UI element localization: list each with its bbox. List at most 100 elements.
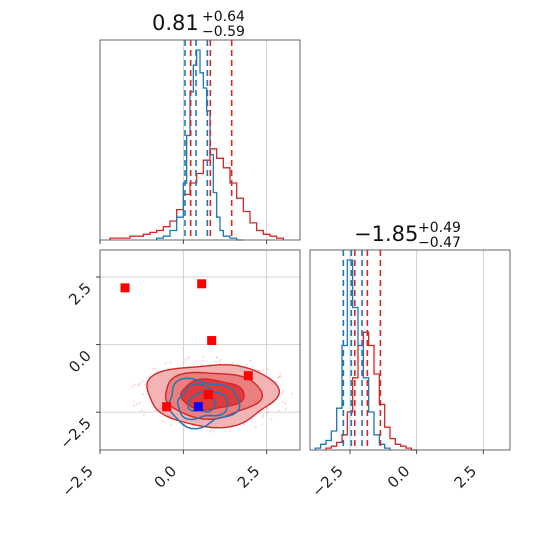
sample-point (157, 370, 159, 373)
sample-point (282, 390, 285, 392)
sample-point (254, 426, 257, 429)
sample-point (220, 358, 222, 361)
sample-point (278, 409, 281, 412)
red-square-marker (203, 390, 213, 400)
frame-param1 (99, 39, 301, 241)
title-param1-upper: +0.64 (202, 9, 245, 25)
sample-point (215, 360, 217, 363)
sample-point (182, 361, 185, 364)
sample-point (231, 362, 234, 364)
panel-param2-marginal: −1.85 +0.49 −0.47 −2.5 0.0 2.5 (308, 220, 511, 501)
sample-point (131, 385, 134, 388)
sample-point (281, 401, 284, 403)
sample-point (137, 384, 140, 387)
panel-param1-marginal: 0.81 +0.64 −0.59 (99, 9, 301, 244)
sample-point (133, 404, 135, 407)
sample-point (266, 368, 269, 371)
title-param2-upper: +0.49 (418, 220, 461, 236)
sample-point (242, 423, 245, 426)
sample-point (259, 369, 261, 372)
sample-point (262, 413, 265, 416)
sample-point (270, 418, 273, 421)
sample-point (133, 400, 135, 403)
sample-point (140, 409, 143, 412)
sample-point (202, 355, 205, 358)
panel-joint: −2.5 0.0 2.5 −2.5 0.0 2.5 (56, 249, 301, 501)
grid-param2 (349, 250, 484, 450)
sample-point (251, 365, 254, 368)
sample-point (215, 355, 218, 358)
sample-point (142, 413, 145, 416)
sample-point (261, 415, 264, 418)
sample-point (138, 401, 141, 404)
x-tick-label: 2.5 (234, 462, 264, 492)
x-tick-label: 0.0 (151, 462, 181, 492)
red-square-marker (207, 336, 217, 346)
red-square-marker (243, 371, 253, 381)
sample-point (285, 407, 287, 410)
ticks-param2: −2.5 0.0 2.5 (308, 450, 484, 501)
sample-point (152, 368, 155, 371)
histogram-step (325, 331, 417, 451)
sample-point (209, 429, 211, 432)
sample-point (169, 361, 172, 364)
title-param2-value: −1.85 (354, 222, 418, 246)
sample-point (261, 423, 263, 426)
sample-point (212, 431, 215, 433)
quantile-lines-param1 (184, 40, 233, 240)
sample-point (218, 360, 221, 363)
x-tick-label: 2.5 (451, 462, 481, 492)
sample-point (216, 357, 219, 360)
contours-joint (146, 364, 281, 430)
title-param1-lower: −0.59 (202, 24, 245, 40)
sample-point (135, 402, 138, 405)
sample-point (291, 392, 293, 395)
sample-point (142, 393, 145, 396)
y-tick-label: 0.0 (65, 347, 95, 377)
x-tick-label: −2.5 (58, 462, 96, 500)
histogram-step (156, 49, 244, 241)
sample-point (167, 367, 169, 370)
sample-point (161, 420, 164, 423)
sample-point (164, 362, 167, 364)
sample-point (251, 421, 254, 423)
sample-point (192, 424, 195, 427)
sample-point (278, 376, 281, 379)
frame-joint (99, 249, 301, 451)
markers-joint (120, 279, 253, 412)
sample-point (141, 380, 144, 383)
red-square-marker (162, 402, 172, 412)
sample-point (211, 428, 213, 430)
sample-point (170, 424, 173, 427)
sample-point (195, 360, 198, 362)
y-tick-label: 2.5 (65, 279, 95, 309)
histogram-param2 (314, 259, 417, 451)
sample-point (138, 382, 141, 385)
sample-point (184, 358, 187, 361)
sample-point (266, 411, 269, 414)
sample-point (279, 373, 281, 375)
x-tick-label: 0.0 (384, 462, 414, 492)
sample-point (261, 369, 264, 372)
title-param1-value: 0.81 (152, 11, 199, 35)
blue-square-marker (193, 402, 203, 412)
red-square-marker (120, 283, 130, 293)
title-param2-lower: −0.47 (418, 235, 461, 251)
sample-point (249, 359, 252, 362)
sample-point (258, 411, 261, 414)
histogram-step (109, 148, 284, 240)
sample-point (154, 367, 157, 370)
quantile-lines-param2 (342, 250, 382, 450)
sample-point (281, 391, 284, 394)
sample-point (228, 429, 231, 432)
histogram-step (314, 259, 391, 450)
sample-point (257, 369, 259, 372)
sample-point (186, 357, 189, 360)
sample-point (133, 383, 136, 386)
sample-point (275, 381, 278, 384)
y-tick-label: −2.5 (56, 414, 94, 452)
frame-param2 (309, 249, 511, 451)
sample-point (284, 402, 287, 405)
sample-point (245, 363, 248, 366)
sample-point (266, 408, 269, 411)
